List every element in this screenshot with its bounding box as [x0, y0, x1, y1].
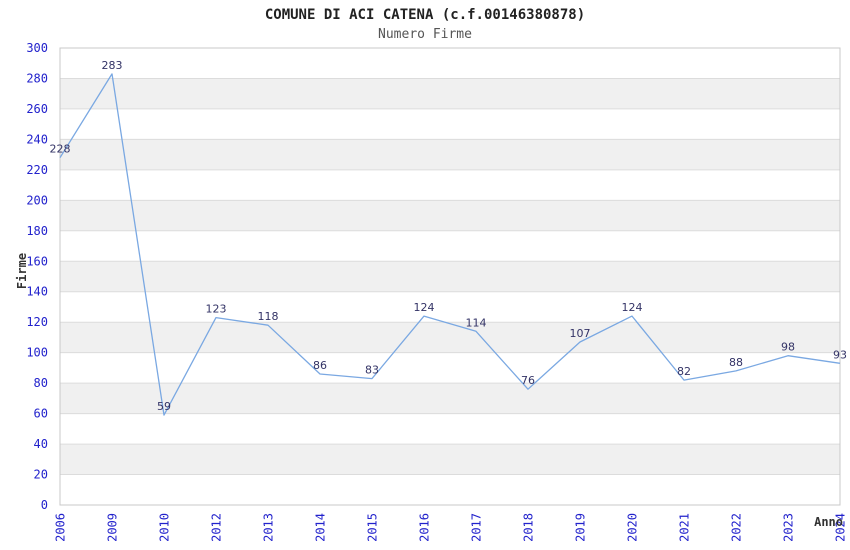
x-tick-label: 2018 — [522, 513, 536, 542]
x-tick-label: 2017 — [470, 513, 484, 542]
chart-title: COMUNE DI ACI CATENA (c.f.00146380878) — [264, 7, 586, 23]
y-tick-label: 60 — [34, 407, 48, 421]
background-band — [60, 444, 840, 475]
data-label: 88 — [729, 356, 743, 369]
x-tick-label: 2019 — [574, 513, 588, 542]
data-label: 124 — [622, 301, 643, 314]
x-tick-label: 2021 — [678, 513, 692, 542]
background-band — [60, 261, 840, 292]
y-tick-label: 0 — [41, 498, 48, 512]
background-band — [60, 200, 840, 231]
x-tick-label: 2024 — [834, 513, 848, 542]
x-tick-label: 2014 — [314, 513, 328, 542]
data-label: 118 — [258, 310, 279, 323]
y-tick-label: 180 — [26, 224, 48, 238]
x-axis-title: Anno — [814, 515, 843, 529]
data-label: 82 — [677, 365, 691, 378]
x-tick-label: 2015 — [366, 513, 380, 542]
data-label: 98 — [781, 341, 795, 354]
data-label: 76 — [521, 374, 535, 387]
x-tick-labels: 2006 2009 2010 2012 2013 2014 2015 2016 2017 2018… — [54, 513, 848, 542]
y-tick-label: 220 — [26, 163, 48, 177]
y-axis-title: Firme — [15, 253, 29, 289]
plot-bands — [60, 78, 840, 475]
x-tick-label: 2022 — [730, 513, 744, 542]
y-tick-labels: 0 20 40 60 80 100 120 140 160 180 200 220 240 260 280 3… — [26, 41, 48, 512]
x-tick-label: 2020 — [626, 513, 640, 542]
data-label: 59 — [157, 400, 171, 413]
y-tick-label: 300 — [26, 41, 48, 55]
data-label: 83 — [365, 364, 379, 377]
data-labels: 228 283 59 123 118 86 83 124 114 76 107 124 82 88 98 93 — [50, 59, 848, 413]
y-tick-label: 280 — [26, 72, 48, 86]
x-tick-label: 2012 — [210, 513, 224, 542]
y-tick-label: 100 — [26, 346, 48, 360]
data-label: 86 — [313, 359, 327, 372]
data-label: 124 — [414, 301, 435, 314]
y-tick-label: 40 — [34, 437, 48, 451]
x-tick-label: 2006 — [54, 513, 68, 542]
background-band — [60, 383, 840, 414]
background-band — [60, 322, 840, 353]
data-label: 228 — [50, 143, 71, 156]
data-label: 283 — [102, 59, 123, 72]
x-tick-label: 2010 — [158, 513, 172, 542]
data-label: 107 — [570, 327, 591, 340]
x-tick-label: 2023 — [782, 513, 796, 542]
x-tick-label: 2016 — [418, 513, 432, 542]
background-band — [60, 78, 840, 109]
y-tick-label: 140 — [26, 285, 48, 299]
x-tick-label: 2013 — [262, 513, 276, 542]
y-tick-label: 120 — [26, 315, 48, 329]
y-tick-label: 260 — [26, 102, 48, 116]
y-tick-label: 20 — [34, 468, 48, 482]
data-label: 123 — [206, 303, 227, 316]
y-tick-label: 240 — [26, 132, 48, 146]
x-tick-label: 2009 — [106, 513, 120, 542]
chart-subtitle: Numero Firme — [378, 27, 472, 42]
plot-border — [59, 47, 841, 506]
data-line — [59, 73, 841, 416]
data-label: 114 — [466, 316, 487, 329]
y-tick-label: 80 — [34, 376, 48, 390]
gridlines — [60, 47, 840, 506]
y-tick-label: 200 — [26, 193, 48, 207]
background-band — [60, 139, 840, 170]
y-tick-label: 160 — [26, 254, 48, 268]
data-label: 93 — [833, 348, 847, 361]
